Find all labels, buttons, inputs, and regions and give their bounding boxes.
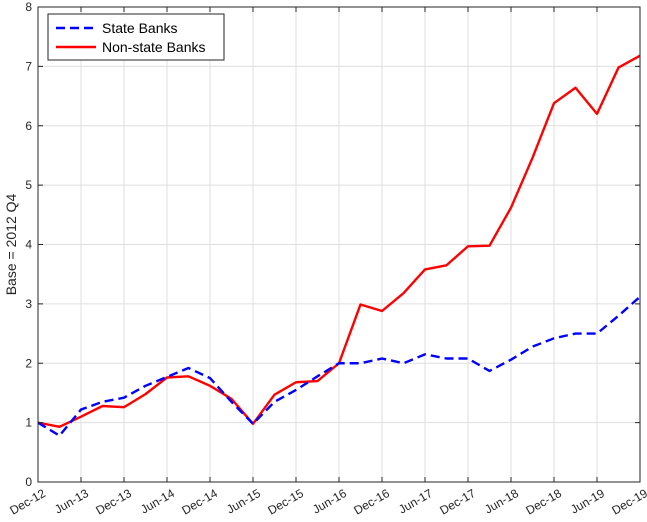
y-tick-label: 8 (25, 0, 32, 14)
grid-lines (37, 6, 641, 483)
y-tick-label: 6 (25, 119, 32, 133)
series-line-state-banks (37, 295, 641, 437)
legend-label: State Banks (102, 20, 178, 36)
series-lines (37, 54, 641, 437)
y-tick-label: 5 (25, 178, 32, 192)
legend: State Banks Non-state Banks (47, 13, 225, 61)
y-axis-label: Base = 2012 Q4 (3, 194, 19, 296)
y-tick-label: 2 (25, 356, 32, 370)
y-tick-label: 4 (25, 238, 32, 252)
y-tick-label: 0 (25, 475, 32, 489)
y-tick-label: 1 (25, 416, 32, 430)
legend-label: Non-state Banks (102, 39, 206, 55)
y-tick-label: 7 (25, 59, 32, 73)
y-tick-label: 3 (25, 297, 32, 311)
legend-box (47, 13, 225, 61)
